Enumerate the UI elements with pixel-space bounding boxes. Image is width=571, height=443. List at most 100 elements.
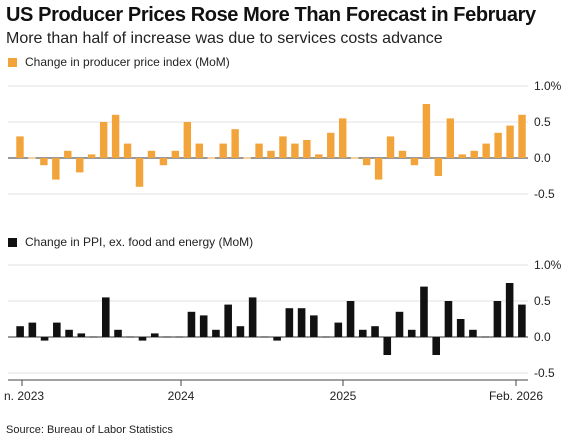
x-tick-label: n. 2023 xyxy=(4,389,44,403)
core-bar xyxy=(101,297,110,337)
core-bar xyxy=(126,336,135,338)
core-bar xyxy=(65,329,73,337)
headline-bar xyxy=(279,136,287,158)
core-bar xyxy=(163,336,171,338)
headline-y-tick-label: 0.0 xyxy=(534,151,551,165)
headline-bar xyxy=(506,125,514,158)
headline-bar xyxy=(147,150,156,158)
headline-bar xyxy=(135,158,144,187)
headline-bar xyxy=(446,118,455,158)
headline-bar xyxy=(350,157,359,159)
core-bar xyxy=(358,329,367,337)
headline-bar xyxy=(28,157,36,159)
core-bar xyxy=(114,329,122,337)
headline-bar xyxy=(410,158,419,166)
headline-bar xyxy=(111,114,120,158)
legend-swatch-core xyxy=(8,237,17,247)
legend-core-ppi: Change in PPI, ex. food and energy (MoM) xyxy=(8,235,253,249)
headline-bar xyxy=(40,158,48,166)
core-bar xyxy=(224,304,232,337)
core-bar xyxy=(40,337,49,341)
headline-bar xyxy=(64,150,72,158)
headline-bar xyxy=(219,143,227,158)
core-y-tick-label: 1.0% xyxy=(534,258,562,272)
headline-bar xyxy=(518,114,526,158)
core-bar xyxy=(505,283,514,337)
headline-y-tick-label: 1.0% xyxy=(534,79,562,93)
core-y-tick-label: 0.5 xyxy=(534,294,551,308)
legend-label-headline: Change in producer price index (MoM) xyxy=(25,55,230,69)
core-bar xyxy=(273,337,281,341)
core-bar xyxy=(285,308,294,337)
core-y-tick-label: 0.0 xyxy=(534,330,551,344)
headline-bar xyxy=(470,150,478,158)
headline-bar xyxy=(434,158,443,176)
headline-bar xyxy=(374,158,383,180)
core-bar xyxy=(444,301,453,337)
headline-bar xyxy=(183,122,192,158)
headline-bar xyxy=(398,150,407,158)
core-bar xyxy=(432,337,441,355)
core-bar xyxy=(322,336,330,338)
headline-bar xyxy=(482,143,490,158)
headline-bar xyxy=(255,143,263,158)
core-bar xyxy=(138,337,147,341)
core-bar xyxy=(407,329,416,337)
headline-bar xyxy=(494,132,502,158)
headline-bar xyxy=(339,118,347,158)
x-tick-label: 2024 xyxy=(168,389,195,403)
headline-bar xyxy=(99,122,108,158)
chart-title: US Producer Prices Rose More Than Foreca… xyxy=(6,4,536,26)
headline-bar xyxy=(52,158,60,180)
legend-swatch-headline xyxy=(8,57,17,67)
core-bar xyxy=(395,311,404,337)
core-bar xyxy=(469,329,477,337)
headline-bar xyxy=(315,154,323,158)
headline-bar xyxy=(231,129,239,158)
core-bar xyxy=(297,308,306,337)
core-bar xyxy=(77,333,86,337)
core-y-tick-label: -0.5 xyxy=(534,366,555,380)
headline-bar xyxy=(458,154,466,158)
core-bar xyxy=(518,304,526,337)
core-bar xyxy=(493,301,502,337)
headline-bar xyxy=(123,143,132,158)
headline-bar xyxy=(303,140,311,158)
core-bar xyxy=(248,297,257,337)
headline-bar xyxy=(159,158,168,166)
core-bar xyxy=(456,319,465,337)
source-note: Source: Bureau of Labor Statistics xyxy=(6,424,173,436)
core-bar xyxy=(187,311,196,337)
headline-bar xyxy=(422,104,431,158)
headline-bar xyxy=(327,132,335,158)
headline-bar xyxy=(362,158,371,166)
headline-bar xyxy=(386,136,395,158)
legend-headline-ppi: Change in producer price index (MoM) xyxy=(8,55,230,69)
core-bar xyxy=(150,333,159,337)
core-bar xyxy=(383,337,392,355)
core-bar xyxy=(236,326,245,337)
core-bar xyxy=(481,336,489,338)
core-bar xyxy=(310,315,318,337)
headline-bar xyxy=(267,150,275,158)
core-bar xyxy=(53,322,61,337)
core-bar xyxy=(212,329,220,337)
headline-bar xyxy=(171,150,180,158)
headline-bar xyxy=(195,143,203,158)
headline-y-tick-label: 0.5 xyxy=(534,115,551,129)
core-bar xyxy=(346,301,355,337)
headline-y-tick-label: -0.5 xyxy=(534,187,555,201)
x-tick-label: Feb. 2026 xyxy=(489,389,543,403)
headline-bar xyxy=(207,157,215,159)
core-bar xyxy=(175,336,184,338)
legend-label-core: Change in PPI, ex. food and energy (MoM) xyxy=(25,235,254,249)
core-bar xyxy=(334,322,343,337)
chart-subtitle: More than half of increase was due to se… xyxy=(6,30,443,47)
core-bar xyxy=(371,326,379,337)
headline-bar xyxy=(291,143,299,158)
core-bar xyxy=(261,336,269,338)
headline-bar xyxy=(16,136,24,158)
core-bar xyxy=(420,286,428,337)
core-bar xyxy=(16,326,24,337)
